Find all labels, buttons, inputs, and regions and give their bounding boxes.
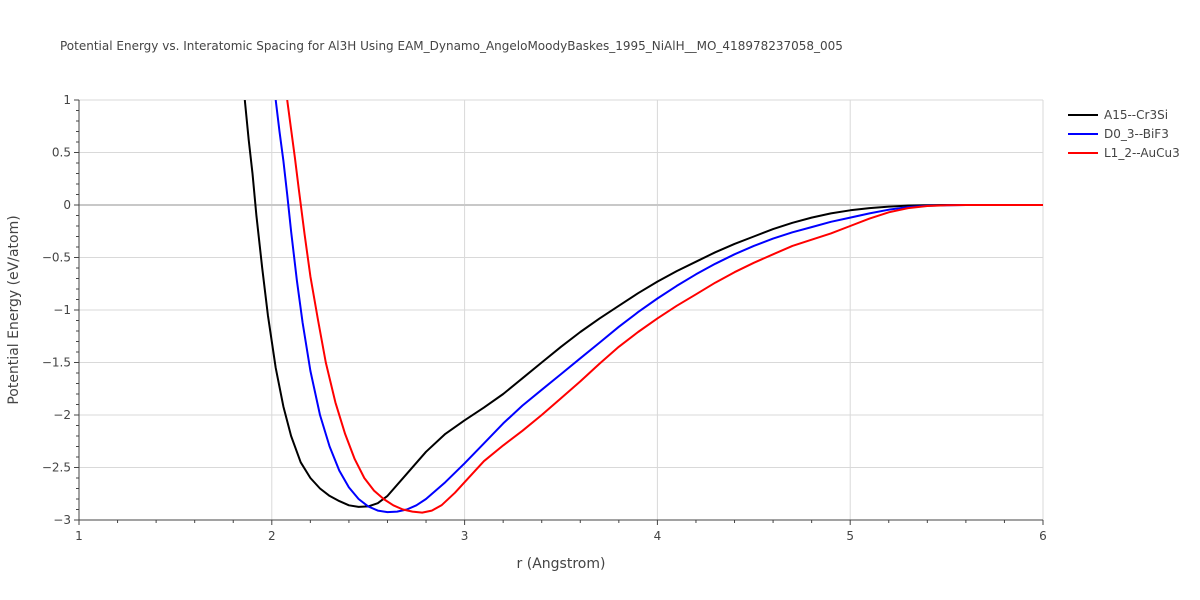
- legend-item[interactable]: D0_3--BiF3: [1068, 127, 1169, 141]
- series-line-L1_2--AuCu3[interactable]: [286, 100, 1043, 514]
- axes: 1 0.5 0 −0.5 −1 −1.5 −2 −2.5 −3 1 2 3 4 5 6: [42, 93, 1047, 543]
- x-axis-title: r (Angstrom): [517, 556, 606, 572]
- legend-item[interactable]: L1_2--AuCu3: [1068, 146, 1180, 160]
- y-tick-label: 0: [63, 198, 71, 212]
- y-tick-label: −2.5: [42, 461, 71, 475]
- y-tick-label: −3: [53, 513, 71, 527]
- y-tick-label: −1.5: [42, 356, 71, 370]
- y-tick-label: −2: [53, 408, 71, 422]
- x-tick-label: 2: [268, 529, 276, 543]
- plot-area[interactable]: [243, 100, 1043, 514]
- y-tick-label: 0.5: [52, 146, 71, 160]
- series-line-A15--Cr3Si[interactable]: [243, 100, 1043, 508]
- legend-label: A15--Cr3Si: [1104, 108, 1168, 122]
- series-line-D0_3--BiF3[interactable]: [274, 100, 1043, 514]
- x-tick-label: 3: [461, 529, 469, 543]
- gridlines: [79, 99, 1044, 521]
- y-axis-title: Potential Energy (eV/atom): [6, 215, 22, 404]
- legend-item[interactable]: A15--Cr3Si: [1068, 108, 1168, 122]
- legend[interactable]: A15--Cr3Si D0_3--BiF3 L1_2--AuCu3: [1068, 108, 1180, 160]
- legend-label: L1_2--AuCu3: [1104, 146, 1180, 160]
- x-tick-label: 4: [654, 529, 662, 543]
- chart-title: Potential Energy vs. Interatomic Spacing…: [60, 39, 843, 53]
- y-tick-label: −0.5: [42, 251, 71, 265]
- x-tick-label: 1: [75, 529, 83, 543]
- y-tick-label: −1: [53, 303, 71, 317]
- x-tick-label: 5: [846, 529, 854, 543]
- legend-label: D0_3--BiF3: [1104, 127, 1169, 141]
- y-tick-label: 1: [63, 93, 71, 107]
- x-tick-label: 6: [1039, 529, 1047, 543]
